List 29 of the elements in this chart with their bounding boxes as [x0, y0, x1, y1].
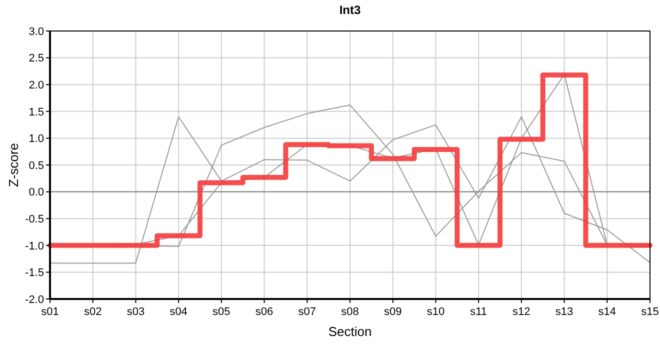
y-tick-label: -1.5 [25, 267, 44, 280]
y-tick-label: 1.5 [28, 106, 44, 118]
x-tick-label: s15 [641, 306, 659, 318]
y-tick-label: 2.5 [28, 52, 44, 65]
y-tick-label: 0.0 [28, 186, 44, 199]
y-tick-label: 0.5 [28, 160, 44, 172]
x-tick-label: s10 [426, 306, 445, 318]
x-tick-label: s04 [170, 306, 188, 318]
y-tick-label: -1.0 [25, 240, 44, 252]
x-tick-label: s11 [470, 306, 488, 318]
y-tick-label: 3.0 [28, 26, 44, 38]
y-axis-title: Z-score [6, 142, 21, 188]
x-tick-label: s08 [341, 306, 359, 318]
x-tick-label: s07 [298, 306, 316, 318]
chart-title: Int3 [339, 3, 361, 17]
x-tick-label: s03 [126, 306, 145, 318]
x-tick-label: s05 [212, 306, 230, 318]
x-tick-label: s09 [384, 306, 402, 318]
x-tick-label: s02 [84, 306, 102, 318]
x-tick-label: s06 [255, 306, 274, 318]
y-tick-label: 1.0 [28, 133, 44, 146]
x-axis-title: Section [328, 324, 372, 339]
x-tick-label: s01 [41, 306, 59, 318]
y-tick-label: -0.5 [25, 213, 44, 226]
y-tick-label: 2.0 [28, 79, 44, 92]
x-tick-label: s12 [512, 306, 530, 318]
x-tick-label: s14 [598, 306, 616, 318]
y-tick-label: -2.0 [25, 294, 44, 306]
x-tick-label: s13 [555, 306, 574, 318]
